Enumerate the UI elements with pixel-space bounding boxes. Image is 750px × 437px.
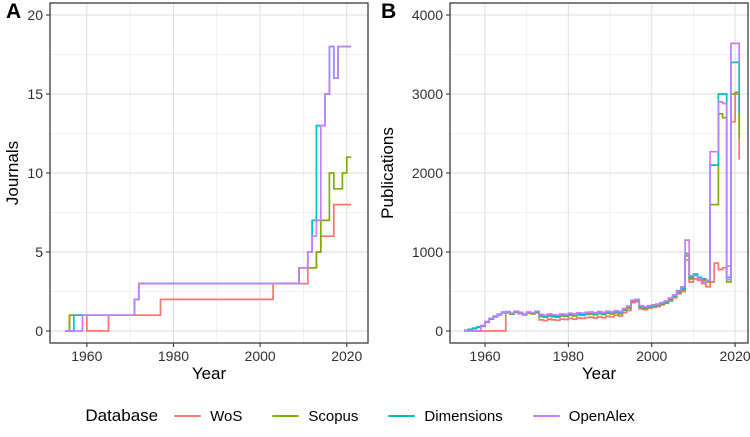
legend-label-openalex: OpenAlex bbox=[568, 407, 635, 425]
x-axis-title-year-b: Year bbox=[581, 364, 617, 383]
y-axis-title-publications: Publications bbox=[378, 127, 397, 219]
y-tick-label: 0 bbox=[435, 323, 443, 339]
panel-b-label: B bbox=[381, 0, 397, 23]
x-axis-title-year-a: Year bbox=[191, 364, 227, 383]
y-tick-label: 2000 bbox=[412, 165, 443, 181]
y-tick-label: 4000 bbox=[412, 7, 443, 23]
legend-item-scopus: Scopus bbox=[272, 408, 358, 425]
panel-a-label: A bbox=[6, 0, 22, 23]
legend-line-openalex-icon bbox=[532, 414, 560, 418]
legend-label-dimensions: Dimensions bbox=[424, 407, 503, 425]
legend-item-wos: WoS bbox=[174, 408, 242, 425]
series-line-dimensions bbox=[65, 45, 352, 332]
y-axis-title-journals: Journals bbox=[3, 140, 22, 206]
legend-line-scopus-icon bbox=[272, 414, 300, 418]
x-tick-label: 1980 bbox=[553, 348, 584, 364]
y-tick-label: 10 bbox=[27, 165, 43, 181]
y-tick-label: 5 bbox=[35, 244, 43, 260]
legend-line-dimensions-icon bbox=[388, 414, 416, 418]
y-tick-label: 20 bbox=[27, 7, 43, 23]
legend-item-dimensions: Dimensions bbox=[388, 407, 503, 425]
y-tick-label: 0 bbox=[35, 323, 43, 339]
x-tick-label: 2020 bbox=[720, 348, 750, 364]
legend: Database WoS Scopus Dimensions OpenAlex bbox=[0, 406, 720, 426]
x-tick-label: 2020 bbox=[331, 348, 362, 364]
legend-item-openalex: OpenAlex bbox=[532, 407, 635, 425]
series-line-dimensions bbox=[464, 61, 741, 332]
x-tick-label: 1980 bbox=[158, 348, 189, 364]
series-line-openalex bbox=[464, 42, 741, 332]
y-tick-label: 15 bbox=[27, 86, 43, 102]
legend-label-wos: WoS bbox=[210, 407, 243, 425]
series-line-openalex bbox=[65, 45, 352, 332]
y-tick-label: 3000 bbox=[412, 86, 443, 102]
series-line-scopus bbox=[65, 156, 352, 332]
series-line-scopus bbox=[464, 91, 741, 332]
x-tick-label: 2000 bbox=[245, 348, 276, 364]
legend-line-wos-icon bbox=[174, 414, 202, 418]
x-tick-label: 1960 bbox=[469, 348, 500, 364]
legend-title: Database bbox=[85, 406, 159, 425]
x-tick-label: 2000 bbox=[636, 348, 667, 364]
y-tick-label: 1000 bbox=[412, 244, 443, 260]
x-tick-label: 1960 bbox=[71, 348, 102, 364]
legend-label-scopus: Scopus bbox=[308, 407, 359, 425]
